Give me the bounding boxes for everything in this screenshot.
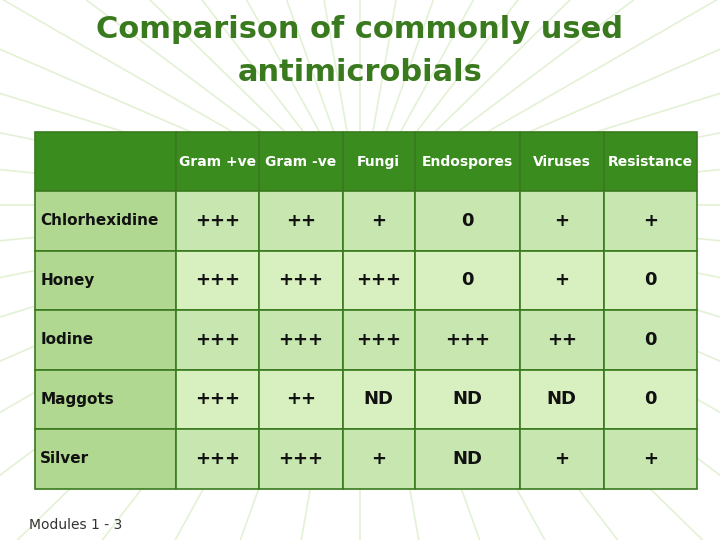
Bar: [176, 310, 259, 370]
Bar: [343, 251, 415, 310]
Bar: [176, 251, 259, 310]
Bar: [603, 310, 697, 370]
Bar: [35, 370, 176, 429]
Bar: [520, 132, 603, 191]
Bar: [415, 191, 520, 251]
Bar: [176, 191, 259, 251]
Text: Endospores: Endospores: [422, 154, 513, 168]
Bar: [35, 132, 176, 191]
Text: +: +: [372, 450, 386, 468]
Bar: [603, 132, 697, 191]
Text: +++: +++: [195, 450, 240, 468]
Bar: [520, 251, 603, 310]
Text: Comparison of commonly used: Comparison of commonly used: [96, 15, 624, 44]
Text: +++: +++: [195, 212, 240, 230]
Text: 0: 0: [644, 272, 657, 289]
Bar: [35, 310, 176, 370]
Bar: [520, 429, 603, 489]
Text: ND: ND: [452, 390, 482, 408]
Bar: [259, 132, 343, 191]
Text: 0: 0: [644, 390, 657, 408]
Text: +: +: [643, 450, 658, 468]
Text: Iodine: Iodine: [40, 333, 94, 347]
Bar: [603, 251, 697, 310]
Bar: [176, 429, 259, 489]
Text: Honey: Honey: [40, 273, 95, 288]
Text: ND: ND: [546, 390, 577, 408]
Bar: [603, 370, 697, 429]
Bar: [35, 251, 176, 310]
Text: ND: ND: [452, 450, 482, 468]
Bar: [415, 132, 520, 191]
Text: Chlorhexidine: Chlorhexidine: [40, 213, 158, 228]
Text: Gram +ve: Gram +ve: [179, 154, 256, 168]
Text: +++: +++: [195, 390, 240, 408]
Text: +++: +++: [356, 272, 401, 289]
Bar: [415, 251, 520, 310]
Bar: [259, 191, 343, 251]
Text: +++: +++: [195, 272, 240, 289]
Bar: [520, 370, 603, 429]
Text: ND: ND: [364, 390, 394, 408]
Text: +++: +++: [356, 331, 401, 349]
Text: +: +: [554, 450, 570, 468]
Text: ++: ++: [286, 212, 316, 230]
Bar: [343, 370, 415, 429]
Text: 0: 0: [462, 212, 474, 230]
Bar: [520, 191, 603, 251]
Bar: [176, 370, 259, 429]
Text: Maggots: Maggots: [40, 392, 114, 407]
Bar: [35, 429, 176, 489]
Text: ++: ++: [546, 331, 577, 349]
Text: +++: +++: [195, 331, 240, 349]
Bar: [259, 370, 343, 429]
Bar: [259, 310, 343, 370]
Text: +: +: [554, 272, 570, 289]
Bar: [603, 429, 697, 489]
Text: +++: +++: [445, 331, 490, 349]
Bar: [343, 191, 415, 251]
Text: Viruses: Viruses: [533, 154, 591, 168]
Text: +: +: [643, 212, 658, 230]
Text: +: +: [554, 212, 570, 230]
Bar: [343, 132, 415, 191]
Bar: [415, 429, 520, 489]
Bar: [603, 191, 697, 251]
Bar: [259, 251, 343, 310]
Text: +: +: [372, 212, 386, 230]
Bar: [415, 310, 520, 370]
Text: ++: ++: [286, 390, 316, 408]
Bar: [35, 191, 176, 251]
Bar: [343, 310, 415, 370]
Text: +++: +++: [279, 272, 323, 289]
Text: Silver: Silver: [40, 451, 89, 467]
Text: Fungi: Fungi: [357, 154, 400, 168]
Text: +++: +++: [279, 450, 323, 468]
Bar: [343, 429, 415, 489]
Text: 0: 0: [462, 272, 474, 289]
Text: +++: +++: [279, 331, 323, 349]
Bar: [415, 370, 520, 429]
Text: Gram -ve: Gram -ve: [265, 154, 336, 168]
Bar: [259, 429, 343, 489]
Text: 0: 0: [644, 331, 657, 349]
Text: Resistance: Resistance: [608, 154, 693, 168]
Text: antimicrobials: antimicrobials: [238, 58, 482, 87]
Bar: [520, 310, 603, 370]
Text: Modules 1 - 3: Modules 1 - 3: [29, 518, 122, 532]
Bar: [176, 132, 259, 191]
